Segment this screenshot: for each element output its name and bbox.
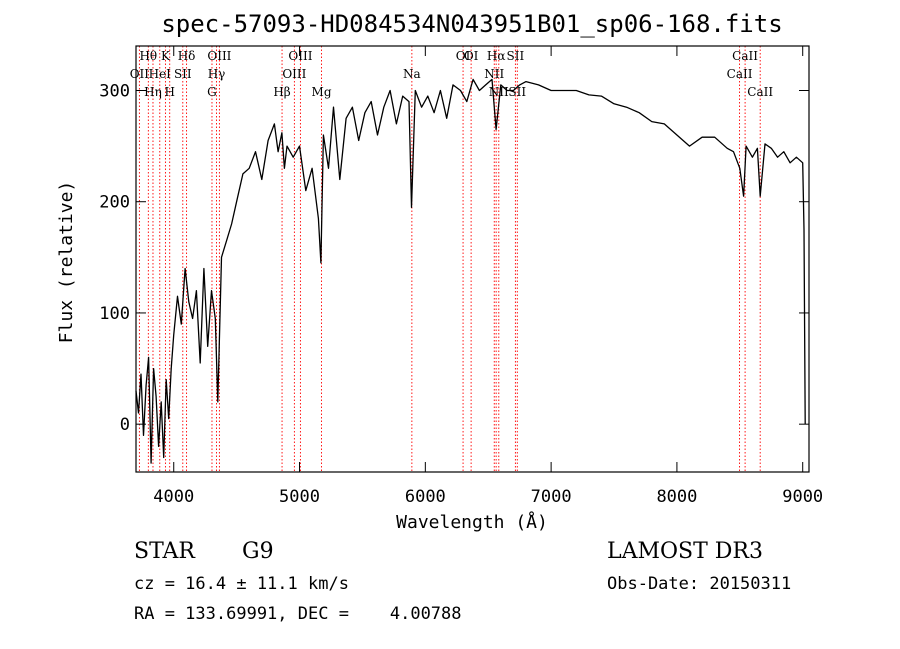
survey-name: LAMOST DR3 — [607, 539, 763, 564]
spectral-line-label: HeI — [149, 67, 172, 81]
x-tick-label: 5000 — [279, 487, 320, 507]
plot-frame — [135, 45, 810, 473]
spectral-line-label: Hθ — [139, 49, 157, 63]
spectral-line-label: K — [161, 49, 171, 63]
x-axis-ticks: 4000 5000 6000 7000 8000 9000 — [153, 46, 823, 507]
spectral-line-label: OII — [130, 67, 150, 81]
spectral-line-label: Hη — [144, 85, 162, 99]
x-tick-label: 6000 — [405, 487, 446, 507]
spectral-line-label: CaII — [732, 49, 758, 63]
y-tick-label: 100 — [99, 304, 130, 324]
spectral-line-label: CaII — [747, 85, 773, 99]
spectral-line-label: Hγ — [208, 67, 226, 81]
y-axis-ticks: 0 100 200 300 — [99, 81, 809, 435]
y-tick-label: 0 — [120, 415, 130, 435]
spectral-line-label: SII — [507, 49, 525, 63]
redshift-velocity: cz = 16.4 ± 11.1 km/s — [134, 574, 349, 594]
y-tick-label: 300 — [99, 81, 130, 101]
spectral-line-label: G — [207, 85, 217, 99]
y-tick-label: 200 — [99, 193, 130, 213]
spectral-line-label: OIII — [288, 49, 312, 63]
spectral-line-label: Hα — [487, 49, 506, 63]
x-tick-label: 4000 — [153, 487, 194, 507]
spectral-line-label: Na — [403, 67, 421, 81]
coordinates: RA = 133.69991, DEC = 4.00788 — [134, 604, 462, 624]
object-class: STAR — [134, 539, 195, 564]
chart-title: spec-57093-HD084534N043951B01_sp06-168.f… — [161, 10, 782, 38]
spectral-line-label: H — [164, 85, 174, 99]
spectral-line-label: OIII — [282, 67, 306, 81]
y-axis-label: Flux (relative) — [56, 181, 77, 344]
spectral-line-label: SII — [174, 67, 192, 81]
spectral-line-label: NII — [484, 67, 504, 81]
x-axis-label: Wavelength (Å) — [396, 511, 548, 533]
x-tick-label: 8000 — [656, 487, 697, 507]
object-subclass: G9 — [242, 539, 274, 564]
spectral-line-label: Hβ — [273, 85, 290, 99]
spectral-line-label: SII — [508, 85, 526, 99]
spectral-line-label: OIII — [207, 49, 231, 63]
observation-date: Obs-Date: 20150311 — [607, 574, 792, 594]
x-tick-label: 9000 — [782, 487, 823, 507]
spectral-line-label: CaII — [727, 67, 753, 81]
spectral-line-label: OI — [464, 49, 479, 63]
spectral-line-markers — [138, 46, 761, 472]
x-tick-label: 7000 — [531, 487, 572, 507]
spectral-line-label: Mg — [312, 85, 332, 99]
spectrum-series-line — [135, 78, 806, 464]
spectral-line-label: Hδ — [178, 49, 196, 63]
spectral-line-label: OI — [456, 49, 471, 63]
